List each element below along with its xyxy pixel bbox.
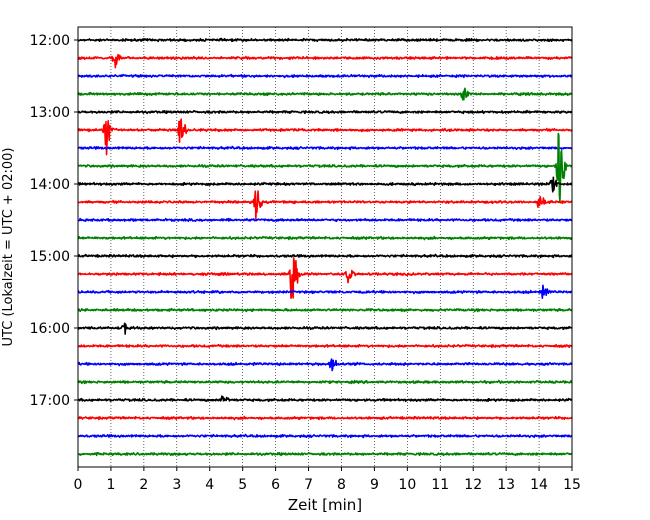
trace-1530 bbox=[77, 284, 573, 300]
trace-1500 bbox=[77, 253, 573, 259]
x-tick-label: 12 bbox=[464, 477, 482, 493]
trace-1600 bbox=[77, 322, 573, 335]
x-tick-label: 8 bbox=[337, 477, 346, 493]
trace-1315 bbox=[77, 118, 573, 156]
trace-1245 bbox=[77, 87, 573, 101]
x-tick-label: 0 bbox=[74, 477, 83, 493]
x-tick-label: 4 bbox=[205, 477, 214, 493]
y-tick-label: 16:00 bbox=[30, 321, 70, 337]
x-axis-label: Zeit [min] bbox=[288, 496, 362, 514]
y-axis-ticks: 12:00 13:00 14:00 15:00 16:00 17:00 bbox=[30, 33, 78, 409]
trace-1230 bbox=[77, 73, 573, 79]
trace-1330 bbox=[77, 145, 573, 151]
trace-1415 bbox=[77, 190, 573, 220]
x-tick-label: 3 bbox=[172, 477, 181, 493]
x-tick-label: 13 bbox=[497, 477, 515, 493]
x-tick-label: 11 bbox=[431, 477, 449, 493]
x-tick-label: 2 bbox=[139, 477, 148, 493]
trace-1200 bbox=[77, 37, 573, 43]
vertical-grid-lines bbox=[110, 27, 540, 467]
trace-1715 bbox=[77, 415, 573, 421]
y-tick-label: 12:00 bbox=[30, 33, 70, 49]
y-tick-label: 13:00 bbox=[30, 105, 70, 121]
trace-1545 bbox=[77, 307, 573, 313]
trace-1745 bbox=[77, 451, 573, 457]
trace-1215 bbox=[77, 53, 573, 69]
trace-1345 bbox=[77, 132, 573, 203]
x-tick-label: 5 bbox=[238, 477, 247, 493]
trace-1445 bbox=[77, 235, 573, 241]
seismogram-traces bbox=[77, 37, 573, 457]
trace-1430 bbox=[77, 217, 573, 223]
trace-1645 bbox=[77, 379, 573, 385]
trace-1615 bbox=[77, 343, 573, 349]
trace-1515 bbox=[77, 257, 573, 300]
trace-1400 bbox=[77, 176, 573, 193]
x-tick-label: 10 bbox=[398, 477, 416, 493]
x-tick-label: 7 bbox=[304, 477, 313, 493]
trace-1730 bbox=[77, 433, 573, 439]
trace-1300 bbox=[77, 109, 573, 115]
x-tick-label: 15 bbox=[563, 477, 581, 493]
x-tick-label: 1 bbox=[106, 477, 115, 493]
y-axis-label: UTC (Lokalzeit = UTC + 02:00) bbox=[1, 148, 16, 347]
x-tick-label: 9 bbox=[370, 477, 379, 493]
x-tick-label: 6 bbox=[271, 477, 280, 493]
trace-1700 bbox=[77, 395, 573, 403]
x-tick-label: 14 bbox=[530, 477, 548, 493]
y-tick-label: 15:00 bbox=[30, 249, 70, 265]
y-tick-label: 17:00 bbox=[30, 393, 70, 409]
plot-frame bbox=[77, 26, 573, 468]
trace-1630 bbox=[77, 358, 573, 372]
x-axis-ticks: 0 1 2 3 4 5 6 7 8 9 10 11 12 13 14 15 bbox=[74, 467, 581, 493]
y-tick-label: 14:00 bbox=[30, 177, 70, 193]
